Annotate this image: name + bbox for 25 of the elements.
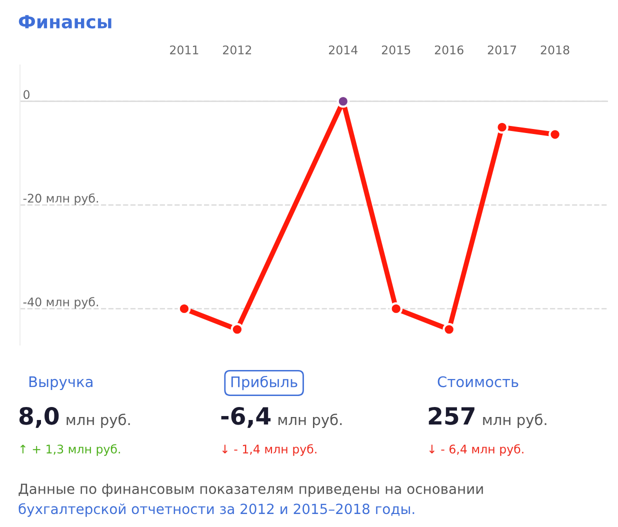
x-tick-label: 2011: [170, 45, 198, 54]
text: млн руб.: [483, 414, 546, 428]
text: бухгалтерской отчетности за 2012 и 2015–2018 годы.: [18, 503, 414, 517]
y-tick-label: 0: [24, 90, 30, 100]
text: ↓ - 6,4 млн руб.: [429, 444, 524, 456]
text: Данные по финансовым показателям приведены на основании: [18, 484, 483, 497]
y-tick-label: -20 млн руб.: [23, 193, 98, 205]
chart-title: Финансы: [18, 15, 112, 28]
y-tick-label: -40 млн руб.: [23, 297, 98, 309]
x-tick-label: 2014: [328, 45, 358, 54]
x-tick-label: 2012: [223, 45, 252, 54]
text: ↑ + 1,3 млн руб.: [20, 444, 120, 456]
x-tick-label: 2015: [382, 45, 410, 54]
x-tick-label: 2017: [488, 45, 516, 54]
text: 257: [428, 406, 474, 425]
x-tick-label: 2018: [540, 45, 570, 54]
x-tick-label: 2016: [434, 45, 464, 54]
text: Стоимость: [438, 376, 518, 388]
text: млн руб.: [278, 414, 342, 428]
text: -6,4: [221, 407, 271, 428]
text: 8,0: [19, 406, 59, 428]
text: Выручка: [29, 376, 92, 390]
text: млн руб.: [66, 414, 130, 428]
text: ↓ - 1,4 млн руб.: [222, 444, 316, 456]
text: Прибыль: [231, 376, 298, 390]
